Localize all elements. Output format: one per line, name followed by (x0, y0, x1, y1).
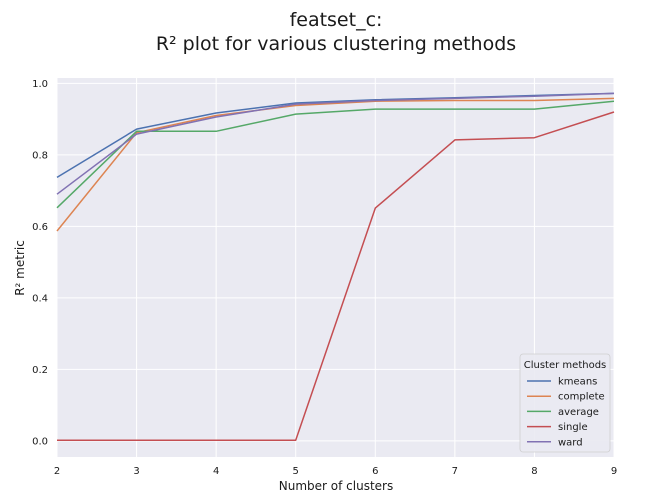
y-tick-label: 1.0 (32, 79, 48, 90)
legend-label-complete: complete (558, 392, 605, 403)
legend-label-single: single (558, 422, 588, 433)
y-tick-label: 0.4 (32, 293, 48, 304)
legend-label-ward: ward (558, 437, 583, 448)
x-tick-label: 2 (54, 466, 60, 477)
chart-title-line1: featset_c: (290, 9, 383, 31)
x-tick-labels: 2 3 4 5 6 7 8 9 (54, 466, 617, 477)
x-tick-label: 8 (531, 466, 537, 477)
x-tick-label: 9 (611, 466, 617, 477)
y-tick-label: 0.2 (32, 365, 48, 376)
x-axis-label: Number of clusters (279, 479, 393, 493)
legend: Cluster methods kmeans complete average sin… (519, 353, 611, 453)
y-tick-labels: 0.0 0.2 0.4 0.6 0.8 1.0 (32, 79, 48, 448)
series-line-ward (56, 92, 615, 195)
y-axis-label: R² metric (13, 240, 27, 296)
x-tick-label: 7 (452, 466, 458, 477)
x-tick-label: 4 (213, 466, 219, 477)
legend-title: Cluster methods (524, 360, 607, 371)
series-line-single (57, 111, 615, 441)
x-tick-label: 5 (293, 466, 299, 477)
legend-label-kmeans: kmeans (558, 377, 597, 388)
chart-title-line2: R² plot for various clustering methods (156, 33, 516, 55)
y-tick-label: 0.6 (32, 222, 48, 233)
y-tick-label: 0.8 (32, 150, 48, 161)
y-tick-label: 0.0 (32, 436, 48, 447)
series-layer (56, 92, 615, 441)
x-tick-label: 3 (133, 466, 139, 477)
legend-label-average: average (558, 407, 599, 418)
x-tick-label: 6 (372, 466, 378, 477)
legend-box (519, 353, 611, 453)
series-line-complete (56, 97, 615, 232)
